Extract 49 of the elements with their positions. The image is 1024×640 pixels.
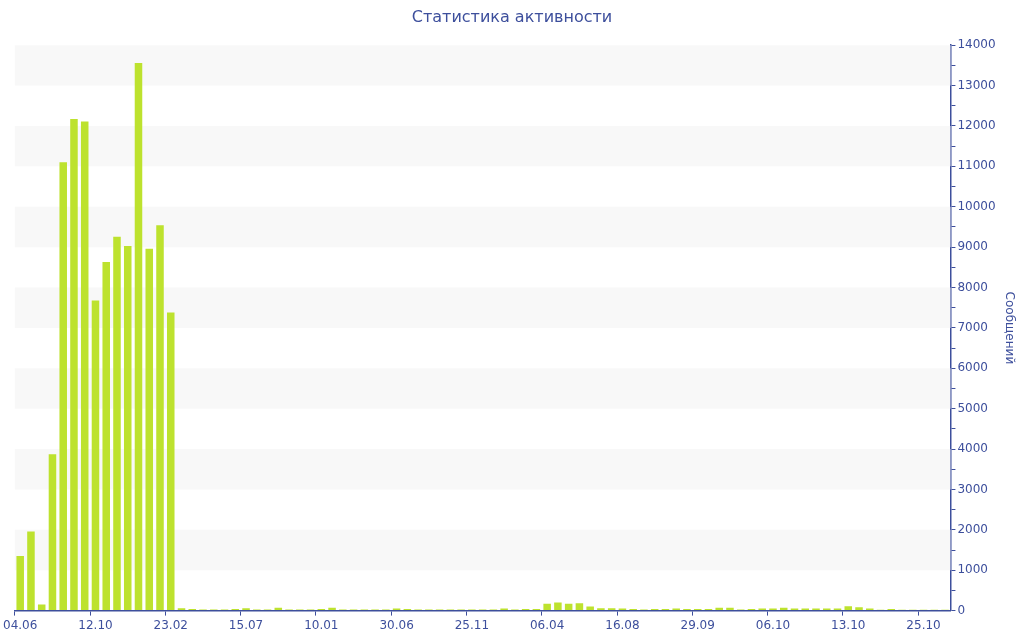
y-tick-label: 0 xyxy=(957,602,966,617)
x-tick-label: 16.08 xyxy=(605,617,640,632)
bar xyxy=(844,606,853,611)
y-tick-label: 8000 xyxy=(957,279,988,294)
x-tick-label: 12.10 xyxy=(78,617,113,632)
y-tick-label: 10000 xyxy=(957,198,996,213)
x-tick-label: 13.10 xyxy=(831,617,866,632)
bar xyxy=(91,300,100,611)
x-tick-label: 04.06 xyxy=(3,617,38,632)
y-tick-label: 14000 xyxy=(957,37,996,52)
y-tick-label: 5000 xyxy=(957,400,988,415)
y-tick-label: 11000 xyxy=(957,158,996,173)
y-tick-label: 13000 xyxy=(957,77,996,92)
bar xyxy=(123,245,132,611)
bar xyxy=(855,607,863,611)
bar xyxy=(166,312,175,611)
y-tick-label: 1000 xyxy=(957,562,988,577)
y-tick-label: 3000 xyxy=(957,481,988,496)
bar xyxy=(575,603,584,611)
chart-title: Статистика активности xyxy=(411,6,613,26)
bar xyxy=(113,236,121,611)
y-axis-title: Сообщений xyxy=(1002,291,1017,365)
x-tick-label: 06.04 xyxy=(529,617,565,632)
y-tick-label: 4000 xyxy=(957,441,988,456)
bar xyxy=(70,119,78,611)
bar xyxy=(102,262,110,611)
bar xyxy=(134,62,143,611)
x-tick-label: 10.01 xyxy=(304,617,339,632)
bar xyxy=(80,121,89,611)
x-tick-label: 25.11 xyxy=(454,617,490,632)
x-tick-label: 29.09 xyxy=(680,617,715,632)
bar xyxy=(48,454,57,611)
x-tick-label: 25.10 xyxy=(906,617,941,632)
x-tick-label: 23.02 xyxy=(153,617,188,632)
x-tick-label: 30.06 xyxy=(379,617,414,632)
y-tick-label: 9000 xyxy=(957,239,988,254)
bar xyxy=(543,603,551,611)
y-tick-label: 2000 xyxy=(957,521,988,536)
bar xyxy=(145,248,154,611)
bar xyxy=(27,531,35,611)
bar xyxy=(59,162,67,611)
bar xyxy=(16,556,24,611)
y-tick-label: 6000 xyxy=(957,360,988,375)
x-tick-label: 15.07 xyxy=(228,617,264,632)
x-tick-label: 06.10 xyxy=(755,617,791,632)
bar xyxy=(156,225,164,611)
y-tick-label: 12000 xyxy=(957,118,996,133)
bar xyxy=(554,602,562,611)
y-tick-label: 7000 xyxy=(957,320,988,335)
